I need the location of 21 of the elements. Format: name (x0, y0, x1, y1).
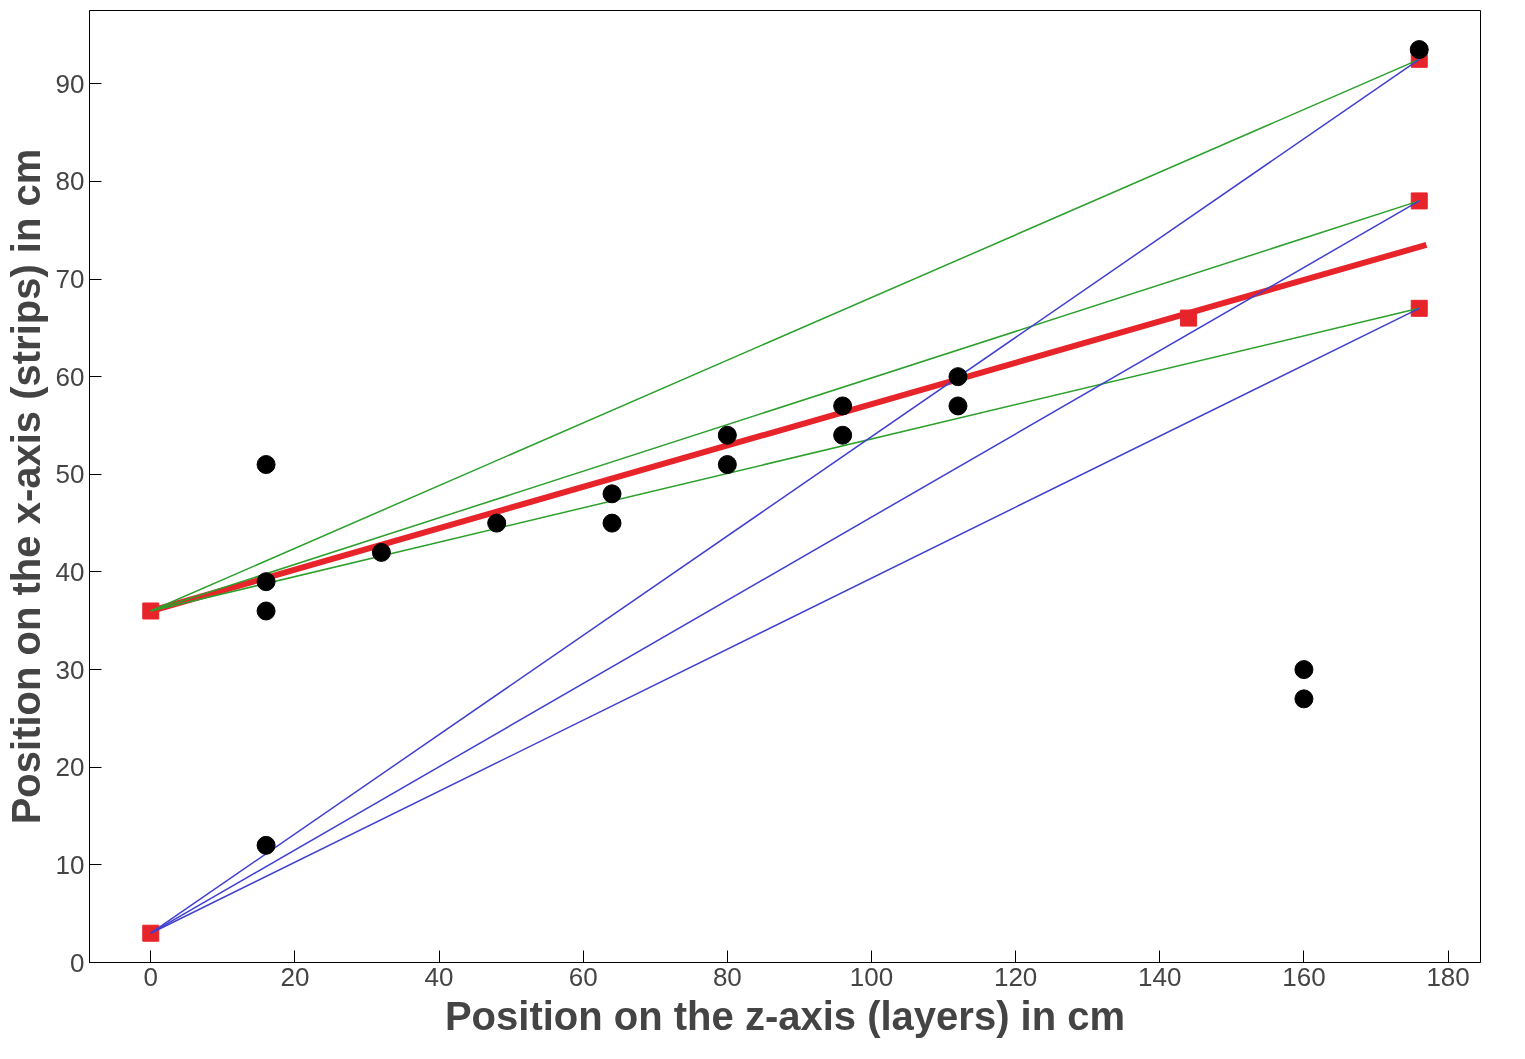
x-tick-label: 0 (143, 961, 158, 992)
y-tick-label: 90 (55, 68, 85, 99)
x-tick-label: 60 (568, 961, 598, 992)
y-tick-label: 50 (55, 459, 85, 490)
x-tick-label: 20 (280, 961, 310, 992)
y-tick-label: 80 (55, 166, 85, 197)
x-tick-label: 80 (712, 961, 742, 992)
y-tick-label: 30 (55, 654, 85, 685)
y-tick-label: 40 (55, 556, 85, 587)
y-tick-label: 10 (55, 849, 85, 880)
x-tick-label: 160 (1282, 961, 1326, 992)
x-tick-label: 180 (1426, 961, 1470, 992)
y-tick-label: 20 (55, 752, 85, 783)
x-tick-label: 120 (993, 961, 1038, 992)
x-axis-title: Position on the z-axis (layers) in cm (444, 993, 1126, 1038)
x-tick-label: 140 (1138, 961, 1182, 992)
y-tick-label: 70 (55, 264, 85, 295)
x-tick-label: 100 (849, 961, 894, 992)
y-axis-title: Position on the x-axis (strips) in cm (3, 148, 48, 825)
x-tick-label: 40 (424, 961, 454, 992)
y-tick-label: 60 (55, 361, 85, 392)
